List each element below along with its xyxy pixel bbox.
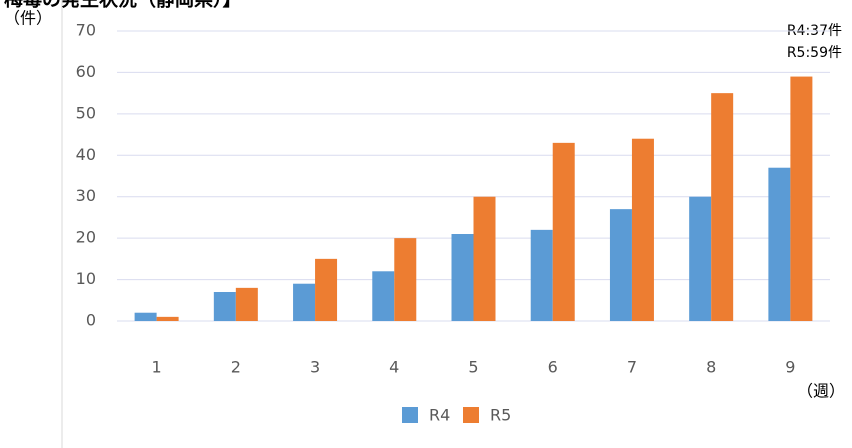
y-tick-label: 20 bbox=[76, 228, 96, 247]
x-axis-label: （週） bbox=[797, 382, 845, 401]
y-tick-label: 60 bbox=[76, 62, 96, 81]
bar bbox=[473, 196, 496, 321]
legend-label: R5 bbox=[490, 406, 511, 425]
x-tick-label: 9 bbox=[785, 358, 795, 377]
bar bbox=[530, 229, 553, 321]
bar bbox=[552, 142, 575, 321]
y-tick-label: 10 bbox=[76, 269, 96, 288]
x-tick-label: 2 bbox=[231, 358, 241, 377]
bar bbox=[213, 292, 236, 321]
y-tick-label: 40 bbox=[76, 145, 96, 164]
bar bbox=[235, 287, 258, 321]
x-tick-label: 1 bbox=[152, 358, 162, 377]
x-tick-label: 8 bbox=[706, 358, 716, 377]
bar bbox=[451, 234, 474, 321]
annotation: R5:59件 bbox=[787, 45, 842, 61]
bar bbox=[315, 258, 338, 321]
legend-label: R4 bbox=[429, 406, 450, 425]
x-tick-label: 3 bbox=[310, 358, 320, 377]
bar bbox=[631, 138, 654, 321]
bar bbox=[609, 209, 632, 321]
x-tick-label: 7 bbox=[627, 358, 637, 377]
y-tick-label: 0 bbox=[86, 311, 96, 330]
bar bbox=[293, 283, 316, 321]
bar bbox=[689, 196, 712, 321]
chart-title: 梅毒の発生状況（静岡県）】 bbox=[4, 0, 242, 11]
bar bbox=[156, 316, 179, 321]
y-tick-label: 50 bbox=[76, 103, 96, 122]
y-tick-label: 70 bbox=[76, 21, 96, 40]
x-tick-label: 5 bbox=[468, 358, 478, 377]
x-tick-label: 6 bbox=[548, 358, 558, 377]
bar bbox=[372, 271, 395, 321]
legend-swatch bbox=[463, 407, 479, 423]
y-tick-label: 30 bbox=[76, 186, 96, 205]
bar bbox=[768, 167, 791, 321]
x-tick-label: 4 bbox=[389, 358, 399, 377]
bar bbox=[134, 312, 157, 321]
bar bbox=[394, 238, 417, 321]
y-axis-label: （件） bbox=[4, 9, 52, 28]
legend-swatch bbox=[402, 407, 418, 423]
bar bbox=[711, 93, 734, 322]
bar bbox=[790, 76, 813, 321]
